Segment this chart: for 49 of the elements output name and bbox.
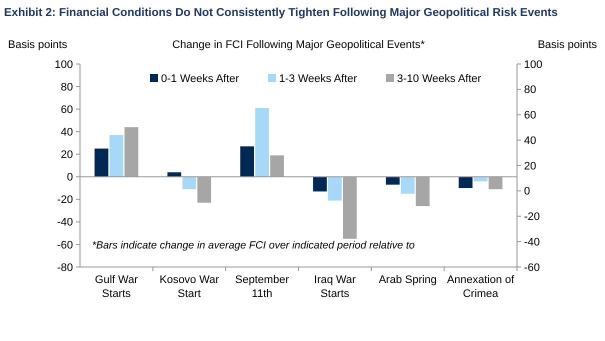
bar <box>343 176 357 239</box>
bar <box>270 155 284 177</box>
x-tick-label: Gulf War Starts <box>94 274 138 300</box>
bar <box>458 176 472 188</box>
y-tick-label: 60 <box>60 104 73 116</box>
y2-tick-label: -40 <box>524 236 540 248</box>
bar <box>94 148 108 177</box>
bar <box>328 176 342 200</box>
y-tick-label: -20 <box>57 194 73 206</box>
bar <box>474 176 488 182</box>
y-tick-label: -80 <box>57 262 73 274</box>
bar <box>400 176 415 194</box>
bar <box>488 176 502 190</box>
bar <box>182 176 196 190</box>
legend-label: 1-3 Weeks After <box>279 73 358 85</box>
y-tick-label: -60 <box>57 239 73 252</box>
y-axis-title: Basis points <box>8 39 68 51</box>
y2-axis-title: Basis points <box>538 39 598 51</box>
bar <box>197 176 212 203</box>
bar <box>313 176 327 192</box>
y-tick-label: 0 <box>66 172 73 184</box>
chart-subtitle: Change in FCI Following Major Geopolitical Events* <box>172 39 426 51</box>
legend-label: 3-10 Weeks After <box>397 73 482 85</box>
x-tick-label: Annexation of Crimea <box>446 274 516 300</box>
y-tick-label: 20 <box>60 149 73 162</box>
y2-tick-label: 60 <box>524 110 536 122</box>
y2-tick-label: 100 <box>524 58 542 71</box>
y-tick-label: -40 <box>57 216 73 229</box>
y2-tick-label: 20 <box>524 160 536 172</box>
legend-label: 0-1 Weeks After <box>161 73 240 85</box>
y-tick-label: 40 <box>60 126 73 139</box>
x-tick-label: Arab Spring <box>378 274 437 286</box>
chart-title: Exhibit 2: Financial Conditions Do Not Consistently Tighten Following Major Geopolitical Risk Events <box>4 7 558 19</box>
y2-tick-label: 80 <box>524 84 536 96</box>
x-tick-label: Kosovo War Start <box>159 274 220 300</box>
y-tick-label: 100 <box>54 58 73 71</box>
bar <box>240 146 254 177</box>
x-tick-label: Iraq War Starts <box>314 274 356 300</box>
y2-tick-label: -60 <box>524 262 540 274</box>
bar <box>416 176 430 206</box>
bar <box>124 127 138 177</box>
annotation: *Bars indicate change in average FCI over indicated period relative to <box>92 239 415 252</box>
y2-tick-label: -20 <box>524 211 540 224</box>
x-tick-label: September 11th <box>235 274 290 300</box>
bar <box>255 108 269 177</box>
y2-tick-label: 40 <box>524 134 536 147</box>
y-tick-label: 80 <box>60 81 73 94</box>
y2-tick-label: 0 <box>524 186 530 198</box>
bar <box>110 135 124 177</box>
